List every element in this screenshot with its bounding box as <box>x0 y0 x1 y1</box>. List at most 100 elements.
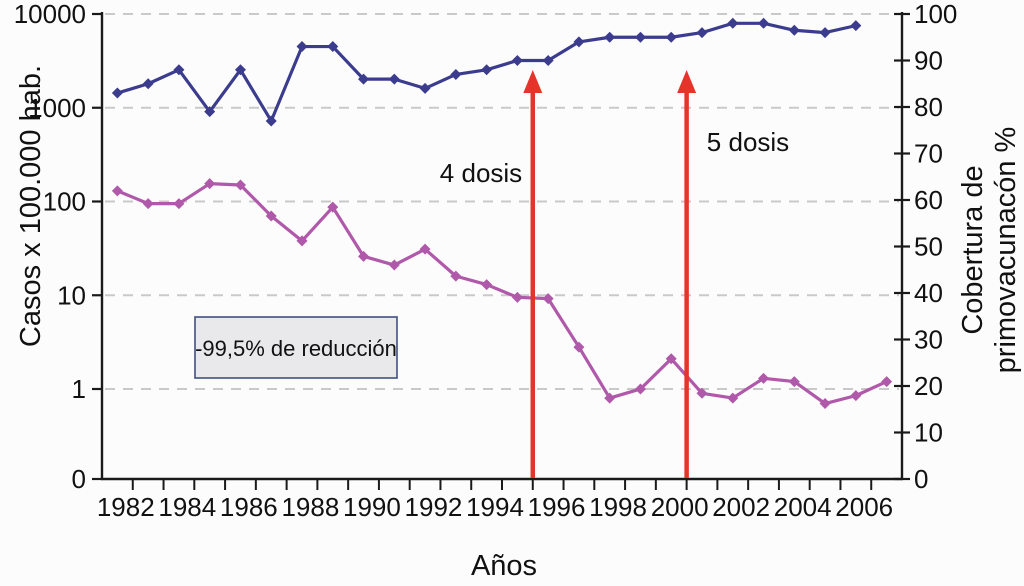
coverage-line-marker <box>204 106 216 118</box>
coverage-line-marker <box>296 41 308 53</box>
coverage-line-marker <box>604 31 616 43</box>
coverage-line-marker <box>788 24 800 36</box>
x-tick-label: 1996 <box>528 492 586 522</box>
coverage-line-marker <box>573 36 585 48</box>
right-tick-label: 100 <box>914 0 957 29</box>
coverage-line-marker <box>173 64 185 76</box>
dose-arrow <box>677 70 697 478</box>
cases-line-marker <box>850 390 862 402</box>
cases-line-marker <box>727 392 739 404</box>
coverage-line-marker <box>111 87 123 99</box>
coverage-line-marker <box>542 55 554 66</box>
x-tick-label: 1990 <box>343 492 401 522</box>
x-tick-label: 1988 <box>281 492 339 522</box>
arrow-label-4-dosis: 4 dosis <box>440 158 522 188</box>
right-tick-label: 10 <box>914 418 943 448</box>
x-tick-label: 1982 <box>97 492 155 522</box>
gridlines <box>105 13 899 390</box>
coverage-line-marker <box>327 41 339 53</box>
cases-line-marker <box>142 198 154 210</box>
x-tick-label: 2004 <box>774 492 832 522</box>
x-tick-label: 2000 <box>651 492 709 522</box>
cases-line-marker <box>204 178 216 190</box>
coverage-line-marker <box>696 27 708 39</box>
coverage-line-marker <box>727 17 739 29</box>
reduction-annotation-box <box>194 316 398 379</box>
coverage-line-marker <box>481 64 493 76</box>
cases-line-marker <box>758 372 770 384</box>
reduction-annotation-text: -99,5% de reducción <box>195 336 397 361</box>
right-tick-labels: 0 10 20 30 40 50 60 70 80 90 100 <box>914 0 957 494</box>
coverage-line-marker <box>234 64 246 76</box>
left-tick-label: 1 <box>72 374 86 404</box>
left-tick-label: 1000 <box>28 93 86 123</box>
right-axis-title-line2: primovacunacón % <box>990 127 1022 374</box>
coverage-line-marker <box>419 82 431 94</box>
coverage-line-marker <box>450 68 462 80</box>
left-tick-label: 10 <box>57 280 86 310</box>
right-tick-label: 70 <box>914 139 943 169</box>
x-tick-label: 1994 <box>466 492 524 522</box>
cases-line-marker <box>665 353 677 365</box>
coverage-line-marker <box>634 31 646 43</box>
cases-line-marker <box>696 387 708 399</box>
cases-line-marker <box>542 293 554 305</box>
tick-marks <box>92 12 910 490</box>
cases-line-marker <box>604 392 616 404</box>
coverage-line-marker <box>665 31 677 43</box>
cases-line-marker <box>573 341 585 353</box>
cases-line-marker <box>265 210 277 222</box>
cases-line-marker <box>788 376 800 388</box>
cases-line-marker <box>511 291 523 303</box>
left-axis-title: Casos x 100.000 hab. <box>15 65 47 347</box>
right-axis-title-line1: Cobertura de <box>957 165 989 334</box>
data-series <box>111 17 893 410</box>
right-tick-label: 20 <box>914 371 943 401</box>
coverage-line-marker <box>388 73 400 85</box>
x-tick-labels: 1982 1984 1986 1988 1990 1992 1994 1996 1998 2000… <box>97 492 893 522</box>
cases-line-marker <box>819 398 831 410</box>
left-tick-label: 0 <box>72 464 86 494</box>
coverage-line-marker <box>142 78 154 90</box>
right-axis-title: Cobertura de primovacunacón % <box>957 127 1022 374</box>
x-tick-label: 2006 <box>835 492 893 522</box>
left-tick-label: 100 <box>43 187 86 217</box>
right-tick-label: 50 <box>914 232 943 262</box>
x-tick-label: 2002 <box>712 492 770 522</box>
left-tick-label: 10000 <box>14 0 86 29</box>
cases-line-marker <box>634 383 646 395</box>
right-tick-label: 60 <box>914 185 943 215</box>
cases-line-marker <box>450 270 462 282</box>
dose-arrow-head <box>677 70 697 93</box>
coverage-line-marker <box>758 17 770 29</box>
coverage-line-marker <box>265 115 277 127</box>
x-axis-title: Años <box>471 550 537 582</box>
coverage-line-marker <box>850 20 862 32</box>
dose-arrow-head <box>523 70 543 93</box>
cases-line-marker <box>419 243 431 255</box>
right-tick-label: 30 <box>914 325 943 355</box>
cases-line-marker <box>111 185 123 197</box>
arrow-label-5-dosis: 5 dosis <box>707 127 789 157</box>
coverage-line-marker <box>511 55 523 66</box>
x-tick-label: 1998 <box>589 492 647 522</box>
coverage-line-marker <box>358 73 370 85</box>
cases-line-marker <box>296 235 308 247</box>
cases-line-marker <box>358 250 370 262</box>
x-tick-label: 1984 <box>158 492 216 522</box>
dose-arrows <box>523 70 697 478</box>
right-tick-label: 0 <box>914 464 928 494</box>
x-tick-label: 1986 <box>220 492 278 522</box>
axes <box>100 12 904 481</box>
cases-line-marker <box>173 198 185 210</box>
coverage-line-marker <box>819 27 831 39</box>
cases-line-marker <box>327 201 339 213</box>
cases-line-marker <box>388 259 400 271</box>
cases-line <box>116 182 888 406</box>
cases-line-marker <box>881 376 893 388</box>
right-tick-label: 80 <box>914 92 943 122</box>
x-tick-label: 1992 <box>405 492 463 522</box>
